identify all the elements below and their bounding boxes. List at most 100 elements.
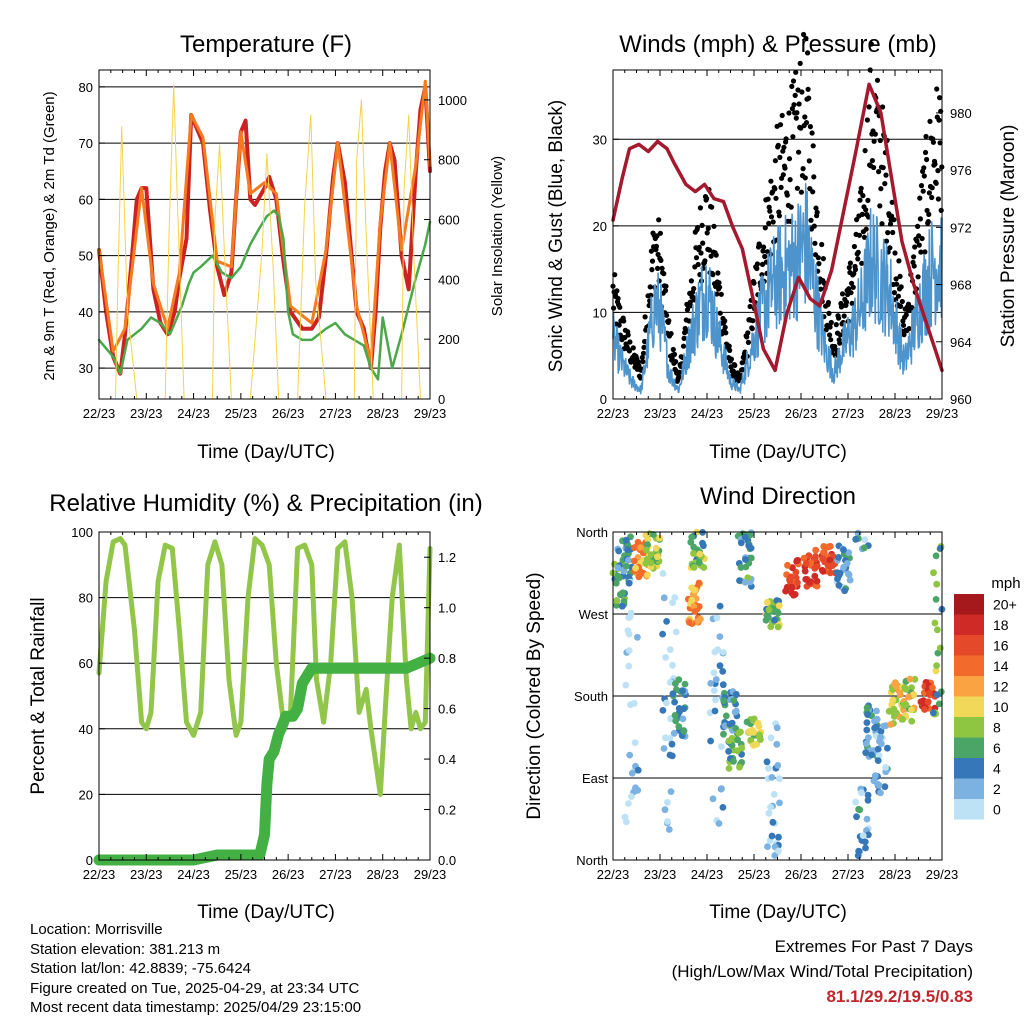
y-tick-label-right: 600 — [438, 213, 460, 228]
gust-point — [837, 332, 843, 338]
direction-point — [661, 806, 669, 814]
direction-point — [725, 737, 733, 745]
direction-point — [663, 618, 670, 625]
colorbar-label: 14 — [993, 658, 1009, 674]
direction-point — [675, 723, 683, 730]
gust-point — [895, 293, 902, 299]
gust-point — [865, 197, 871, 203]
speed-colorbar: 20+ 18 16 14 12 10 8 6 4 2 0 — [954, 594, 1017, 820]
direction-point — [768, 774, 776, 781]
direction-point — [890, 705, 898, 713]
direction-point — [862, 844, 869, 852]
direction-point — [826, 542, 834, 550]
direction-point — [659, 707, 667, 714]
x-tick-label: 24/23 — [177, 406, 210, 421]
y-tick-label: North — [576, 525, 608, 540]
gust-point — [937, 95, 943, 101]
gust-point — [782, 165, 788, 171]
direction-cluster — [734, 529, 755, 590]
x-tick-label: 28/23 — [366, 406, 399, 421]
gust-point — [877, 137, 883, 144]
gust-point — [767, 208, 773, 214]
direction-point — [626, 751, 634, 759]
direction-point — [750, 715, 758, 723]
gust-point — [705, 225, 711, 231]
direction-point — [619, 589, 627, 597]
direction-point — [936, 545, 944, 552]
gust-point — [789, 83, 795, 89]
x-tick-label: 25/23 — [738, 867, 771, 882]
direction-point — [841, 587, 848, 595]
gust-point — [918, 249, 924, 255]
gust-point — [787, 177, 793, 183]
gust-point — [754, 265, 760, 272]
direction-cluster — [642, 530, 663, 572]
gust-point — [823, 327, 829, 333]
direction-point — [622, 818, 630, 826]
direction-point — [863, 719, 871, 726]
x-tick-label: 27/23 — [832, 406, 865, 421]
gust-point — [640, 350, 647, 356]
gust-point — [847, 260, 854, 266]
gust-point — [882, 181, 888, 187]
gust-point — [794, 110, 800, 116]
gust-point — [814, 209, 820, 215]
colorbar-swatch — [954, 635, 984, 656]
direction-point — [765, 765, 772, 772]
direction-point — [788, 583, 796, 591]
direction-cluster — [885, 679, 906, 728]
direction-cluster — [917, 679, 939, 713]
gust-point — [704, 230, 710, 236]
colorbar-swatch — [954, 655, 984, 676]
direction-point — [827, 569, 834, 577]
gust-point — [920, 188, 926, 194]
gust-point — [883, 238, 890, 244]
direction-point — [647, 551, 655, 558]
gust-point — [849, 300, 855, 306]
direction-point — [711, 687, 718, 694]
gust-point — [934, 86, 940, 92]
direction-point — [745, 542, 753, 549]
colorbar-label: 16 — [993, 637, 1009, 653]
gust-point — [827, 324, 833, 330]
y-tick-label-right: 0.8 — [438, 651, 456, 666]
gust-point — [797, 60, 803, 66]
y-tick-label: 100 — [71, 525, 93, 540]
gust-point — [615, 295, 621, 302]
station-info: Location: Morrisville Station elevation:… — [30, 920, 361, 1018]
direction-point — [934, 626, 941, 634]
direction-point — [688, 533, 696, 541]
y-tick-label: 80 — [79, 80, 93, 95]
direction-point — [880, 722, 887, 730]
x-tick-label: 23/23 — [644, 867, 677, 882]
direction-point — [666, 646, 674, 653]
direction-point — [868, 751, 875, 759]
gust-point — [859, 211, 865, 217]
temperature-title: Temperature (F) — [180, 31, 352, 58]
gust-point — [777, 154, 783, 160]
y-tick-label-right: 968 — [950, 278, 972, 293]
colorbar-label: 0 — [993, 801, 1001, 817]
gust-point — [765, 196, 771, 202]
direction-point — [787, 573, 795, 581]
gust-point — [922, 249, 928, 255]
x-tick-label: 28/23 — [879, 867, 912, 882]
direction-point — [874, 780, 881, 788]
direction-point — [625, 579, 633, 587]
gust-point — [813, 205, 819, 211]
gust-point — [788, 204, 794, 210]
gust-point — [860, 193, 866, 199]
direction-point — [625, 556, 632, 564]
gust-point — [806, 95, 812, 101]
gust-point — [727, 347, 733, 353]
x-tick-label: 29/23 — [414, 867, 447, 882]
relative-humidity-line — [96, 536, 433, 797]
direction-point — [632, 564, 639, 572]
direction-point — [690, 550, 697, 557]
direction-point — [672, 628, 680, 636]
gust-point — [717, 310, 723, 316]
gust-point — [846, 265, 852, 271]
recent-timestamp: Most recent data timestamp: 2025/04/29 2… — [30, 999, 362, 1017]
direction-cluster — [743, 715, 765, 749]
gust-point — [871, 164, 877, 171]
